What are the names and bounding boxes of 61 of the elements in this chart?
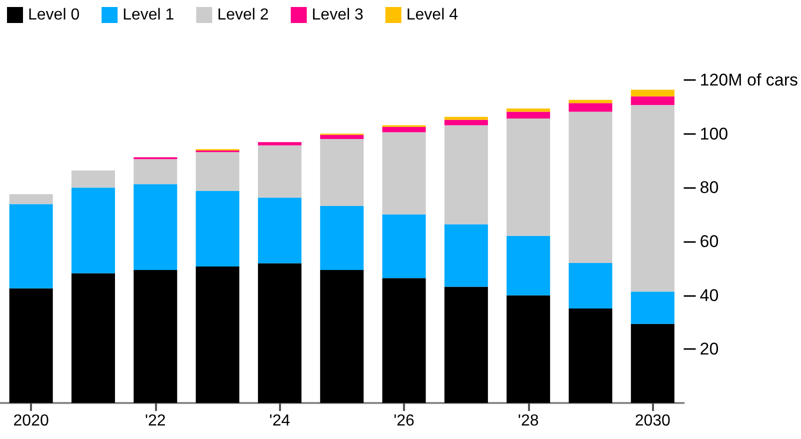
bar — [258, 263, 302, 403]
bar — [506, 295, 550, 403]
x-tick-label: '22 — [144, 412, 166, 430]
x-tick-label: '28 — [518, 412, 539, 430]
bar — [568, 308, 612, 403]
bar — [382, 132, 426, 214]
bar — [568, 100, 612, 104]
bar — [258, 198, 302, 264]
bar — [258, 142, 302, 146]
bar — [444, 286, 488, 403]
bar — [258, 145, 302, 198]
legend-label: Level 1 — [122, 6, 174, 24]
y-tick-label: 20 — [700, 340, 719, 359]
bar — [320, 134, 364, 139]
bar — [506, 118, 550, 236]
bar — [9, 204, 53, 288]
x-tick-label: '24 — [269, 412, 290, 430]
bar — [320, 206, 364, 270]
bar — [9, 288, 53, 403]
bar — [506, 112, 550, 118]
bar — [71, 188, 115, 274]
y-tick-label: 100 — [700, 124, 728, 144]
y-tick-label: 80 — [700, 178, 719, 198]
bar — [630, 96, 674, 106]
legend-label: Level 2 — [217, 6, 269, 24]
bar — [444, 120, 488, 126]
bar — [506, 108, 550, 112]
bar — [196, 152, 240, 191]
bar — [444, 224, 488, 287]
bar — [568, 263, 612, 309]
bar — [196, 190, 240, 267]
bar — [630, 90, 674, 96]
x-tick-label: '26 — [394, 412, 415, 430]
legend-label: Level 4 — [406, 6, 458, 24]
y-tick-label: 120M of cars — [700, 70, 798, 90]
bar — [630, 324, 674, 403]
legend-label: Level 0 — [28, 6, 80, 24]
x-tick-label: 2020 — [13, 412, 49, 430]
bar — [71, 170, 115, 188]
legend-label: Level 3 — [312, 6, 364, 24]
bar — [506, 236, 550, 296]
bar — [196, 266, 240, 403]
bar — [382, 126, 426, 132]
bar — [320, 270, 364, 403]
bar — [444, 125, 488, 224]
bar — [134, 184, 178, 270]
bar — [134, 159, 178, 184]
bar — [320, 138, 364, 206]
bar — [71, 273, 115, 403]
x-tick-label: 2030 — [634, 412, 671, 430]
y-tick-label: 40 — [700, 286, 719, 305]
bar — [382, 214, 426, 278]
bar — [630, 105, 674, 292]
bar — [630, 292, 674, 324]
bar — [9, 194, 53, 204]
bar — [568, 112, 612, 264]
bar — [134, 270, 178, 403]
y-tick-label: 60 — [700, 232, 719, 251]
bar — [382, 278, 426, 403]
bar — [568, 103, 612, 112]
bar — [444, 116, 488, 120]
